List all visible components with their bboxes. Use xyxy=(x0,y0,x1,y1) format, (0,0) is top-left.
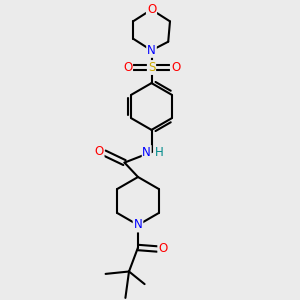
Text: O: O xyxy=(147,3,156,16)
Text: O: O xyxy=(158,242,167,256)
Text: S: S xyxy=(148,61,155,74)
Text: H: H xyxy=(155,146,164,159)
Text: O: O xyxy=(171,61,180,74)
Text: N: N xyxy=(134,218,142,232)
Text: N: N xyxy=(147,44,156,57)
Text: N: N xyxy=(142,146,151,159)
Text: O: O xyxy=(94,145,103,158)
Text: O: O xyxy=(123,61,132,74)
